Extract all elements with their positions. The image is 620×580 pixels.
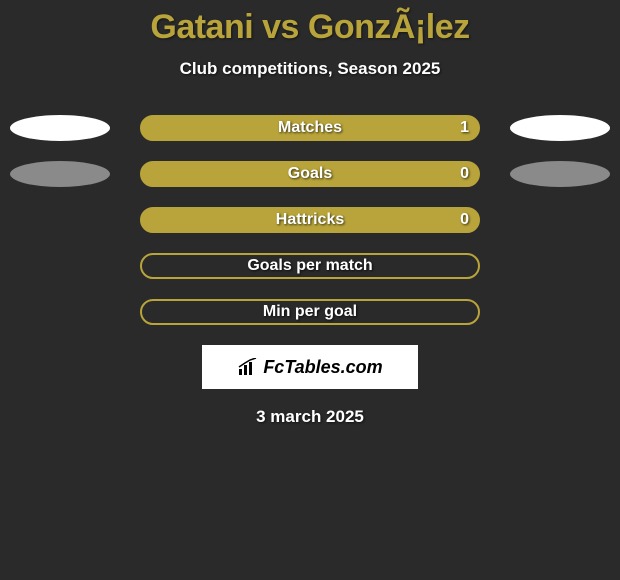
stat-value: 0	[460, 211, 469, 229]
comparison-widget: Gatani vs GonzÃ¡lez Club competitions, S…	[0, 0, 620, 427]
stat-bar-hattricks: Hattricks 0	[140, 207, 480, 233]
stat-label: Min per goal	[263, 303, 357, 321]
stat-label: Goals	[288, 165, 332, 183]
left-ellipse-goals	[10, 161, 110, 187]
page-subtitle: Club competitions, Season 2025	[0, 59, 620, 79]
brand-logo: FcTables.com	[237, 357, 382, 378]
stat-value: 1	[460, 119, 469, 137]
right-ellipse-matches	[510, 115, 610, 141]
left-ellipse-matches	[10, 115, 110, 141]
stat-row-goals: Goals 0	[0, 161, 620, 187]
stat-bar-matches: Matches 1	[140, 115, 480, 141]
chart-icon	[237, 358, 259, 376]
stat-bar-goals-per-match: Goals per match	[140, 253, 480, 279]
page-title: Gatani vs GonzÃ¡lez	[0, 8, 620, 47]
stat-label: Hattricks	[276, 211, 344, 229]
stat-bar-goals: Goals 0	[140, 161, 480, 187]
date-label: 3 march 2025	[0, 407, 620, 427]
stat-row-goals-per-match: Goals per match	[0, 253, 620, 279]
stat-row-min-per-goal: Min per goal	[0, 299, 620, 325]
brand-logo-box: FcTables.com	[202, 345, 418, 389]
stat-bar-min-per-goal: Min per goal	[140, 299, 480, 325]
stat-row-hattricks: Hattricks 0	[0, 207, 620, 233]
stat-label: Goals per match	[247, 257, 372, 275]
stat-row-matches: Matches 1	[0, 115, 620, 141]
right-ellipse-goals	[510, 161, 610, 187]
brand-text: FcTables.com	[263, 357, 382, 378]
stat-label: Matches	[278, 119, 342, 137]
stat-value: 0	[460, 165, 469, 183]
